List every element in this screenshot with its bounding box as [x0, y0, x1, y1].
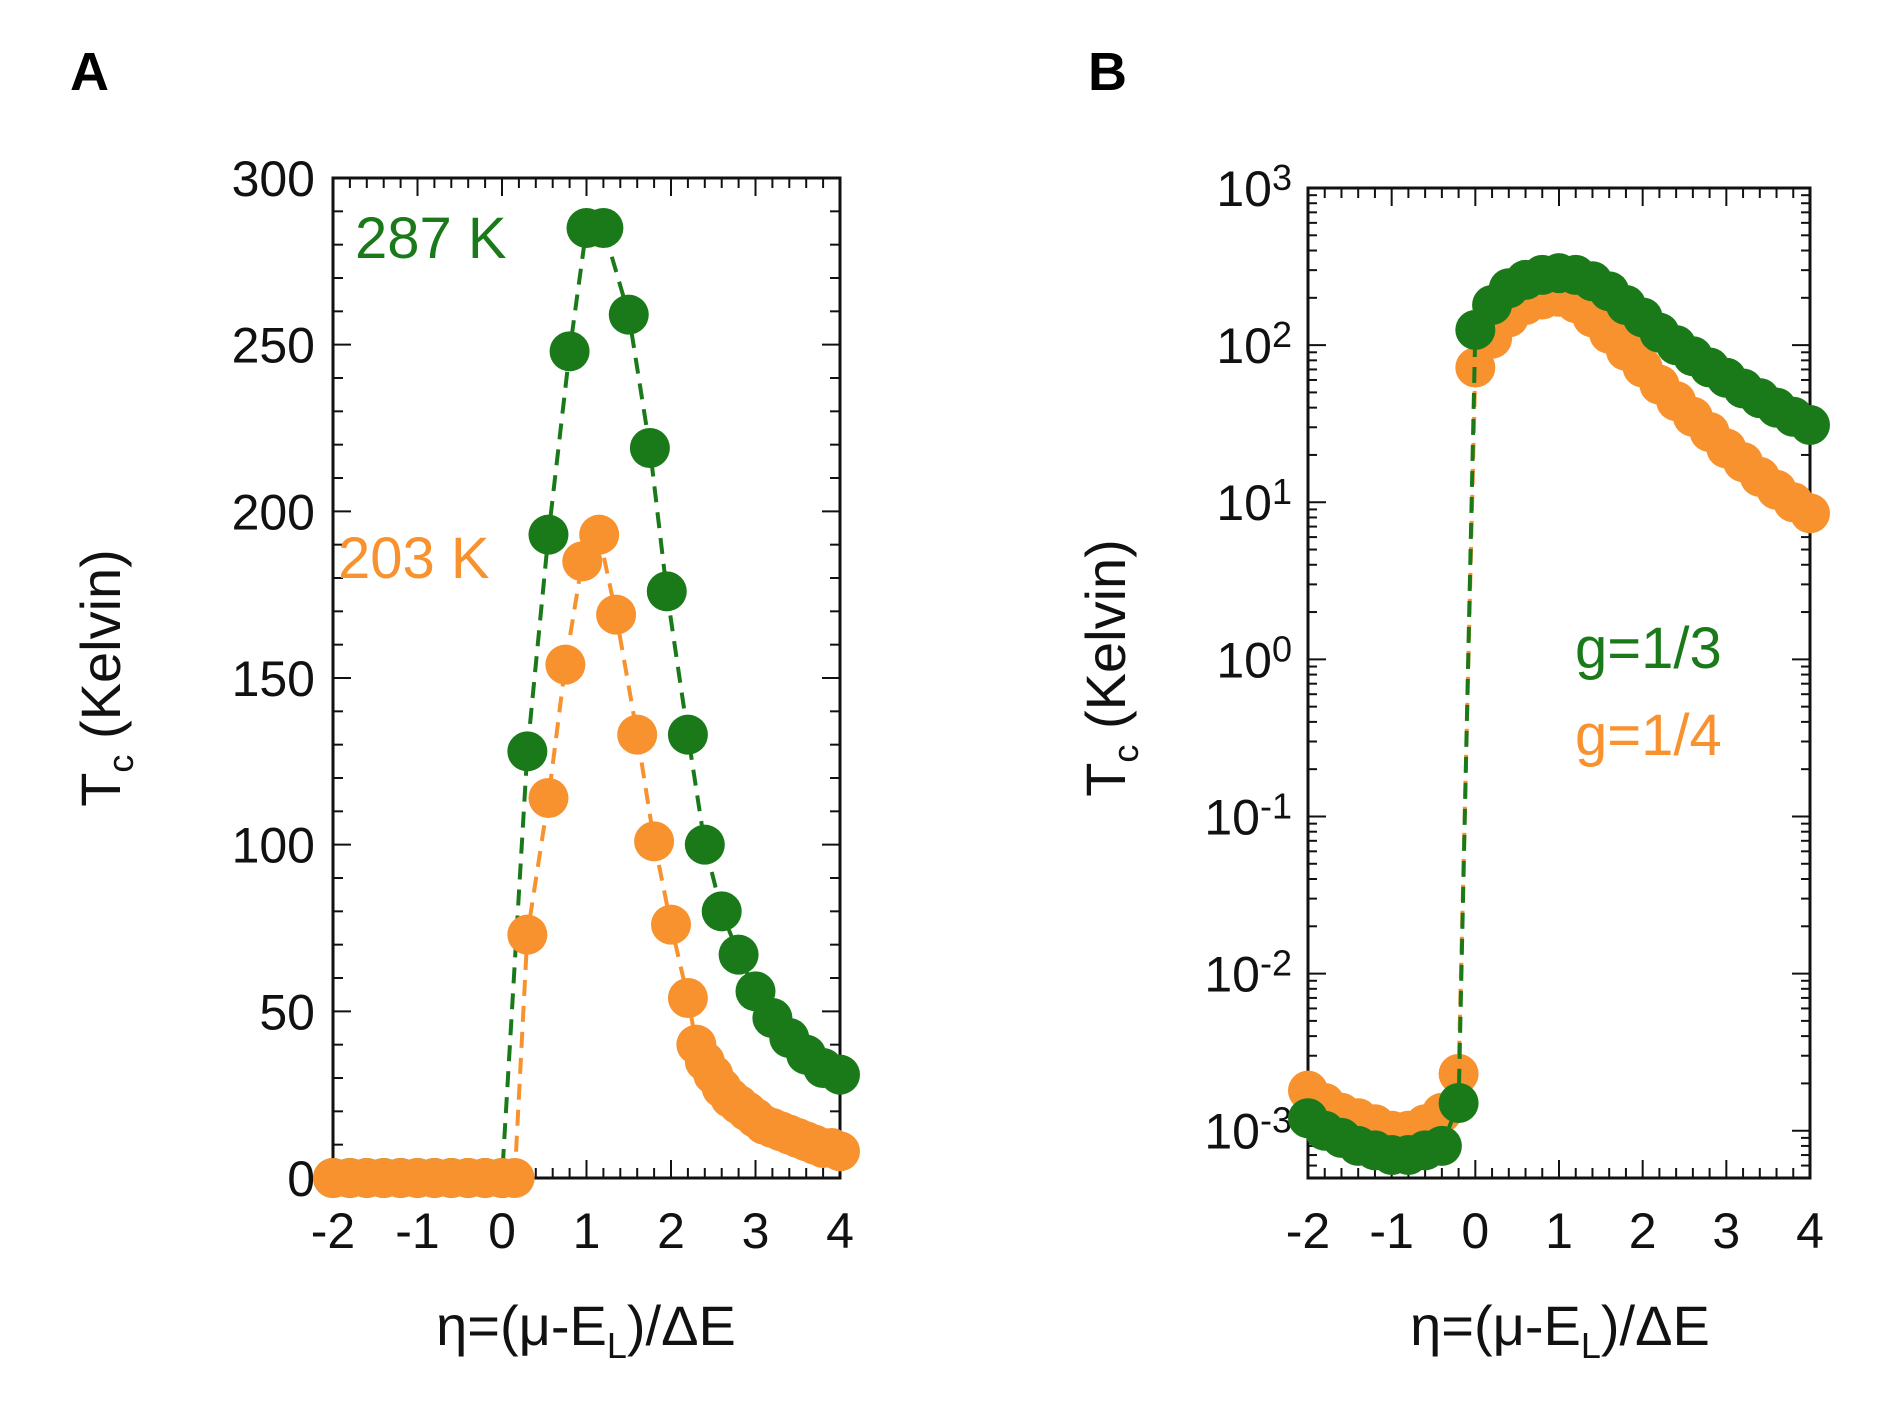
x-tick-label: 4 [826, 1203, 854, 1259]
data-point [583, 208, 624, 248]
y-tick-label: 150 [232, 651, 315, 707]
x-tick-label: 2 [657, 1203, 685, 1259]
x-tick-label: -1 [395, 1203, 439, 1259]
data-point [579, 514, 620, 555]
data-point [545, 644, 586, 685]
data-point [667, 714, 708, 755]
data-point [608, 294, 649, 335]
data-point [820, 1054, 860, 1095]
x-tick-labels-a: -2 -1 0 1 2 3 4 [311, 1203, 854, 1259]
plot-frame-b [1306, 186, 1812, 1180]
y-tick-label: 250 [232, 318, 315, 374]
x-tick-label: 1 [1545, 1203, 1573, 1259]
y-tick-label: 102 [1216, 314, 1292, 374]
x-tick-label: 1 [573, 1203, 601, 1259]
data-point [718, 934, 759, 975]
x-tick-label: -2 [311, 1203, 355, 1259]
y-tick-label: 300 [232, 151, 315, 207]
x-tick-label: 0 [1461, 1203, 1489, 1259]
data-point [1421, 1125, 1462, 1166]
series-line-g14 [333, 529, 841, 1180]
data-point [651, 904, 691, 945]
data-point [507, 914, 548, 955]
y-tick-label: 10-1 [1204, 785, 1292, 845]
legend-entry-g14: g=1/4 [1575, 703, 1722, 768]
legend-entry-g13: g=1/3 [1575, 616, 1722, 681]
x-tick-label: -1 [1369, 1203, 1413, 1259]
panel-b: B -2 -1 0 1 2 3 4 10-310-210-11001011021… [1074, 42, 1830, 1366]
y-tick-label: 50 [259, 984, 315, 1040]
x-tick-label: 0 [488, 1203, 516, 1259]
series-b [1288, 253, 1830, 1176]
data-point [820, 1131, 860, 1172]
peak-annotation-g14: 203 K [338, 526, 490, 591]
data-point [667, 978, 708, 1018]
series-a [313, 208, 860, 1198]
x-tick-label: 2 [1629, 1203, 1657, 1259]
panel-label-a: A [70, 42, 109, 102]
data-point [617, 714, 658, 755]
data-point [549, 331, 590, 372]
data-point [1790, 405, 1830, 446]
data-point [596, 594, 637, 635]
x-tick-label: -2 [1286, 1203, 1330, 1259]
y-tick-label: 200 [232, 484, 315, 540]
panel-label-b: B [1088, 42, 1127, 102]
data-point [507, 731, 548, 772]
x-tick-label: 3 [742, 1203, 770, 1259]
data-point [528, 778, 569, 818]
data-point [629, 428, 670, 468]
y-tick-label: 100 [232, 818, 315, 874]
y-tick-label: 10-2 [1204, 942, 1292, 1002]
data-point [701, 891, 742, 932]
data-point [684, 824, 725, 865]
data-point [1790, 493, 1830, 534]
y-tick-label: 100 [1216, 628, 1292, 688]
x-axis-label-a: η=(μ-EL)/ΔE [436, 1294, 736, 1366]
y-tick-labels-a: 0 50 100 150 200 250 300 [232, 151, 315, 1207]
y-tick-label: 103 [1216, 157, 1292, 217]
data-point [1438, 1083, 1479, 1124]
panel-a: A -2 -1 0 1 2 3 4 0 50 100 150 200 250 3… [69, 42, 860, 1366]
y-axis-label-b: Tc (Kelvin) [1074, 539, 1146, 797]
x-tick-label: 3 [1712, 1203, 1740, 1259]
tick-marks-b [1307, 187, 1811, 1179]
data-point [634, 821, 675, 862]
data-point [528, 514, 569, 555]
y-tick-label: 0 [287, 1151, 315, 1207]
y-tick-label: 101 [1216, 471, 1292, 531]
series-line-g14 [1306, 294, 1812, 1133]
tick-marks-a [332, 177, 841, 1179]
data-point [494, 1158, 535, 1198]
y-tick-labels-b: 10-3 10-2 10-1 100 101 102 103 [1204, 157, 1292, 1160]
x-axis-label-b: η=(μ-EL)/ΔE [1410, 1294, 1710, 1366]
y-axis-label-a: Tc (Kelvin) [69, 549, 141, 807]
y-tick-label: 10-3 [1204, 1100, 1292, 1160]
x-tick-label: 4 [1796, 1203, 1824, 1259]
data-point [646, 571, 687, 612]
x-tick-labels-b: -2 -1 0 1 2 3 4 [1286, 1203, 1824, 1259]
peak-annotation-g13: 287 K [355, 206, 507, 271]
